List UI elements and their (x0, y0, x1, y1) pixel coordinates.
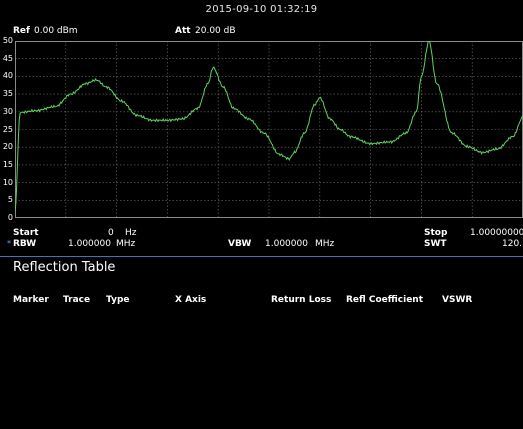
y-tick-label: 20 (2, 142, 13, 152)
column-header-vswr: VSWR (442, 295, 473, 305)
y-tick-label: 0 (7, 213, 13, 222)
column-header-trace: Trace (63, 295, 91, 305)
attenuation-value[interactable]: 20.00 dB (195, 26, 236, 36)
y-tick-label: 40 (2, 71, 13, 81)
y-tick-label: 10 (2, 177, 13, 187)
column-header-refl-coefficient: Refl Coefficient (346, 295, 424, 305)
status-timestamp: 2015-09-10 01:32:19 (205, 4, 318, 15)
spectrum-plot[interactable] (15, 41, 523, 218)
spectrum-trace (15, 41, 523, 211)
vbw-unit: MHz (315, 239, 335, 249)
attenuation-label: Att (175, 26, 191, 36)
y-tick-label: 15 (2, 159, 13, 169)
section-divider (0, 256, 523, 257)
rbw-unit: MHz (116, 239, 136, 249)
column-header-marker: Marker (13, 295, 49, 305)
rbw-label: RBW (13, 239, 37, 249)
y-tick-label: 50 (2, 36, 13, 45)
stop-value[interactable]: 1.00000000 (470, 228, 523, 238)
y-tick-label: 25 (2, 124, 13, 134)
plot-grid (15, 41, 523, 218)
start-label: Start (13, 228, 39, 238)
ref-level-value[interactable]: 0.00 dBm (34, 26, 78, 36)
rbw-value[interactable]: 1.000000 (68, 239, 111, 249)
vbw-value[interactable]: 1.000000 (265, 239, 308, 249)
reflection-table-title: Reflection Table (13, 260, 116, 275)
start-unit: Hz (125, 228, 137, 238)
y-tick-label: 5 (7, 195, 13, 205)
vbw-label: VBW (228, 239, 252, 249)
column-header-type: Type (106, 295, 130, 305)
y-tick-label: 45 (2, 53, 13, 63)
start-value[interactable]: 0 (108, 228, 114, 238)
y-tick-label: 30 (2, 106, 13, 116)
swt-value[interactable]: 120. (502, 239, 523, 249)
swt-label: SWT (424, 239, 447, 249)
column-header-x-axis: X Axis (175, 295, 207, 305)
ref-level-label: Ref (13, 26, 30, 36)
stop-label: Stop (424, 228, 448, 238)
y-tick-label: 35 (2, 89, 13, 99)
rbw-asterisk: * (7, 239, 11, 248)
column-header-return-loss: Return Loss (271, 295, 332, 305)
